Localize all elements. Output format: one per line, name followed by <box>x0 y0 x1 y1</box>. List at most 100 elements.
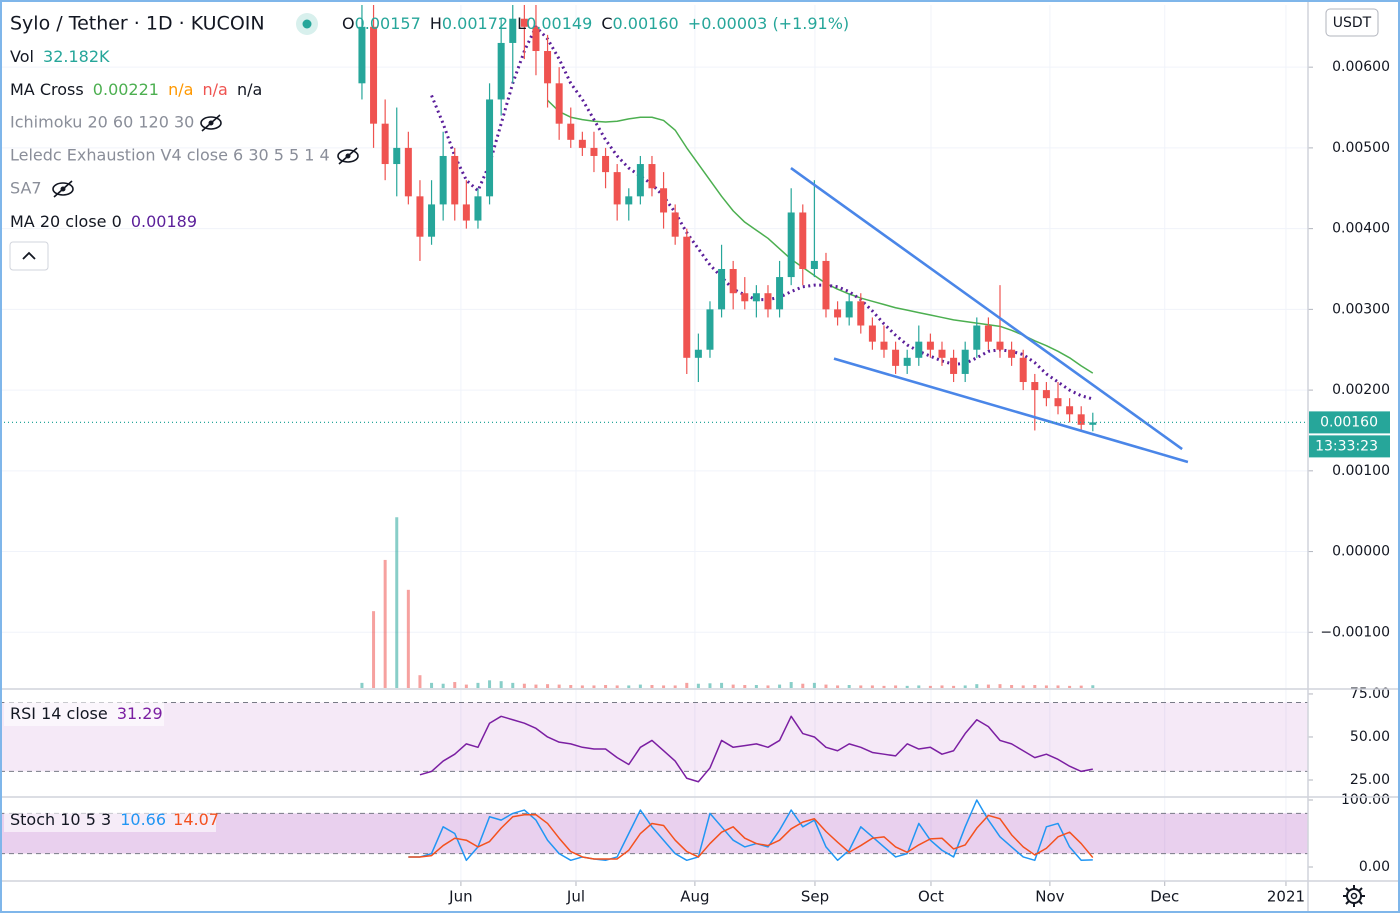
volume-bar <box>372 611 376 688</box>
volume-bar <box>406 589 410 688</box>
volume-bar <box>1033 685 1037 688</box>
candle-body <box>787 212 795 278</box>
volume-bar <box>476 682 480 688</box>
volume-bar <box>917 685 921 688</box>
candle-body <box>590 147 598 156</box>
countdown-label: 13:33:23 <box>1315 438 1378 454</box>
candle-body <box>799 212 807 269</box>
y-tick-label: 0.00100 <box>1332 463 1390 479</box>
candle-body <box>486 99 494 197</box>
volume-bar <box>569 685 573 688</box>
candle-body <box>880 341 888 350</box>
candle-body <box>555 83 563 124</box>
candle-body <box>613 172 621 205</box>
volume-bar <box>685 682 689 688</box>
countdown-box <box>1309 435 1390 458</box>
currency-button[interactable]: USDT <box>1325 8 1379 37</box>
x-tick-label: Aug <box>680 888 709 906</box>
volume-bar <box>708 683 712 688</box>
axis-layer: Jun Jul Aug Sep Oct Nov Dec 2021 −0.00100 0.00000… <box>448 59 1390 906</box>
currency-label[interactable]: USDT <box>1333 15 1372 31</box>
legend-value: 14.07 <box>173 810 219 829</box>
candle-body <box>358 26 366 84</box>
candle-body <box>671 212 679 237</box>
y-tick-label: 50.00 <box>1350 729 1390 745</box>
candle-body <box>474 196 482 221</box>
candle-body <box>602 155 610 173</box>
y-tick-label: 75.00 <box>1350 686 1390 702</box>
x-tick-label: Oct <box>918 888 944 906</box>
indicator-band <box>0 813 1308 854</box>
candle-body <box>1089 422 1097 425</box>
volume-bar <box>1079 685 1083 688</box>
volume-bar <box>731 684 735 688</box>
volume-bar <box>743 685 747 688</box>
stoch-legend: Stoch 10 5 3 10.66 14.07 <box>10 810 219 829</box>
candle-body <box>544 51 552 84</box>
ohlc-change: +0.00003 (+1.91%) <box>688 14 849 33</box>
volume-bar <box>627 685 631 688</box>
y-tick-label: 0.00400 <box>1332 221 1390 237</box>
volume-bar <box>754 685 758 688</box>
candle-body <box>509 18 517 43</box>
volume-bar <box>615 685 619 688</box>
stoch-plot <box>408 799 1094 862</box>
eye-off-icon[interactable] <box>337 147 359 165</box>
volume-bar <box>1044 685 1048 688</box>
candle-body <box>741 293 749 302</box>
ohlc-value: 0.00149 <box>526 14 592 33</box>
volume-bar <box>1021 685 1025 688</box>
settings-button[interactable] <box>1343 885 1365 907</box>
candle-body <box>451 155 459 205</box>
legend-value: 0.00189 <box>131 212 197 231</box>
x-tick-label: Jun <box>448 888 472 906</box>
volume-bar <box>1091 685 1095 688</box>
legend-value: 31.29 <box>117 704 163 723</box>
candle-body <box>625 196 633 205</box>
volume-bar <box>453 682 457 688</box>
y-tick-label: 0.00000 <box>1332 544 1390 560</box>
eye-off-icon[interactable] <box>200 114 222 132</box>
candle-body <box>439 155 447 205</box>
collapse-legend-button[interactable] <box>9 241 49 271</box>
legend-value: 32.182K <box>43 47 110 66</box>
candle-body <box>915 341 923 358</box>
candle-body <box>1031 382 1039 391</box>
volume-legend: Vol 32.182K <box>10 47 110 66</box>
volume-bar <box>360 682 364 688</box>
volume-bar <box>534 684 538 688</box>
candle-body <box>764 293 772 310</box>
ma-cross-legend: MA Cross 0.00221 n/a n/a n/a <box>10 80 262 99</box>
volume-bar <box>859 685 863 688</box>
volume-bar <box>847 685 851 688</box>
candle-body <box>822 260 830 310</box>
candle-body <box>404 147 412 197</box>
candle-body <box>393 147 401 165</box>
y-tick-label: 0.00600 <box>1332 59 1390 75</box>
legend-name: Stoch 10 5 3 <box>10 810 111 829</box>
ma20-legend: MA 20 close 0 0.00189 <box>10 212 197 231</box>
volume-bar <box>894 685 898 688</box>
candle-body <box>428 204 436 237</box>
candle-body <box>1019 357 1027 383</box>
volume-bar <box>557 684 561 688</box>
ohlc-label: O <box>342 14 355 33</box>
volume-bar <box>383 559 387 688</box>
volume-bar <box>882 685 886 688</box>
candle-body <box>1077 414 1085 425</box>
volume-bar <box>789 682 793 688</box>
volume-bar <box>986 684 990 688</box>
volume-bar <box>499 681 503 688</box>
volume-bar <box>395 517 399 688</box>
legend-value: 10.66 <box>120 810 166 829</box>
volume-bar <box>1010 685 1014 688</box>
eye-off-icon[interactable] <box>52 180 74 198</box>
volume-bar <box>522 683 526 688</box>
volume-bar <box>673 685 677 688</box>
candle-body <box>857 301 865 326</box>
volume-bar <box>952 685 956 688</box>
trend-line <box>790 167 1183 451</box>
legend-background <box>4 702 164 726</box>
price-plot <box>0 5 1308 688</box>
